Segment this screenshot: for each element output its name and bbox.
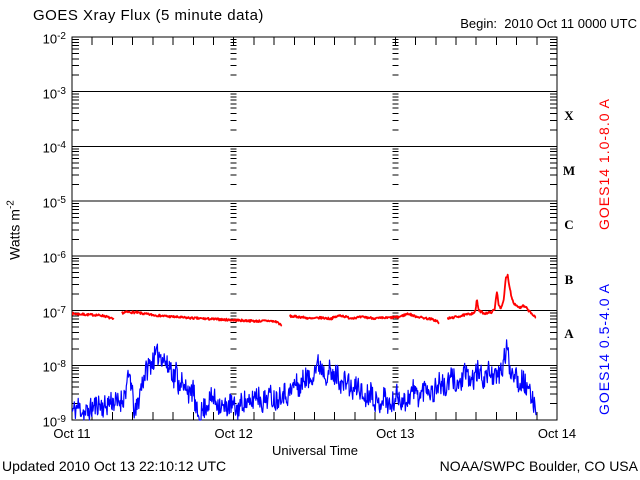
flare-class-b: B	[564, 272, 574, 287]
y-tick-label: 10-8	[42, 359, 66, 375]
y-tick-label: 10-5	[42, 195, 66, 211]
y-axis-label-exponent: -2	[5, 200, 17, 210]
flare-class-m: M	[562, 163, 576, 178]
x-tick-oct12: Oct 12	[214, 426, 253, 441]
x-tick-oct14: Oct 14	[537, 426, 577, 441]
updated-timestamp: Updated 2010 Oct 13 22:10:12 UTC	[2, 458, 227, 474]
series-label-long: GOES14 1.0-8.0 A	[596, 98, 612, 230]
source-attribution: NOAA/SWPC Boulder, CO USA	[439, 458, 638, 474]
series-long-wavelength	[121, 310, 283, 327]
series-label-short: GOES14 0.5-4.0 A	[596, 283, 612, 415]
series-short-wavelength	[72, 339, 537, 421]
series-long-wavelength	[288, 312, 440, 325]
series-long-wavelength	[72, 311, 115, 321]
y-axis-label-text: Watts m	[6, 209, 23, 260]
begin-timestamp: Begin: 2010 Oct 11 0000 UTC	[460, 16, 637, 31]
chart-title: GOES Xray Flux (5 minute data)	[33, 7, 264, 24]
x-tick-oct11: Oct 11	[53, 426, 91, 441]
y-tick-label: 10-4	[42, 140, 66, 156]
flare-class-x: X	[564, 108, 574, 123]
y-tick-label: 10-6	[42, 249, 66, 266]
x-axis-label: Universal Time	[272, 443, 358, 458]
y-tick-label: 10-7	[42, 304, 66, 320]
axes-grid	[71, 36, 558, 421]
flare-class-c: C	[564, 217, 574, 232]
y-tick-label: 10-3	[42, 85, 66, 102]
y-tick-label: 10-9	[42, 414, 66, 430]
y-axis-label: Watts m-2	[6, 200, 23, 260]
flare-class-a: A	[564, 326, 574, 341]
series-long-wavelength	[446, 273, 537, 320]
y-tick-label: 10-2	[42, 31, 66, 47]
x-tick-oct13: Oct 13	[376, 426, 415, 441]
